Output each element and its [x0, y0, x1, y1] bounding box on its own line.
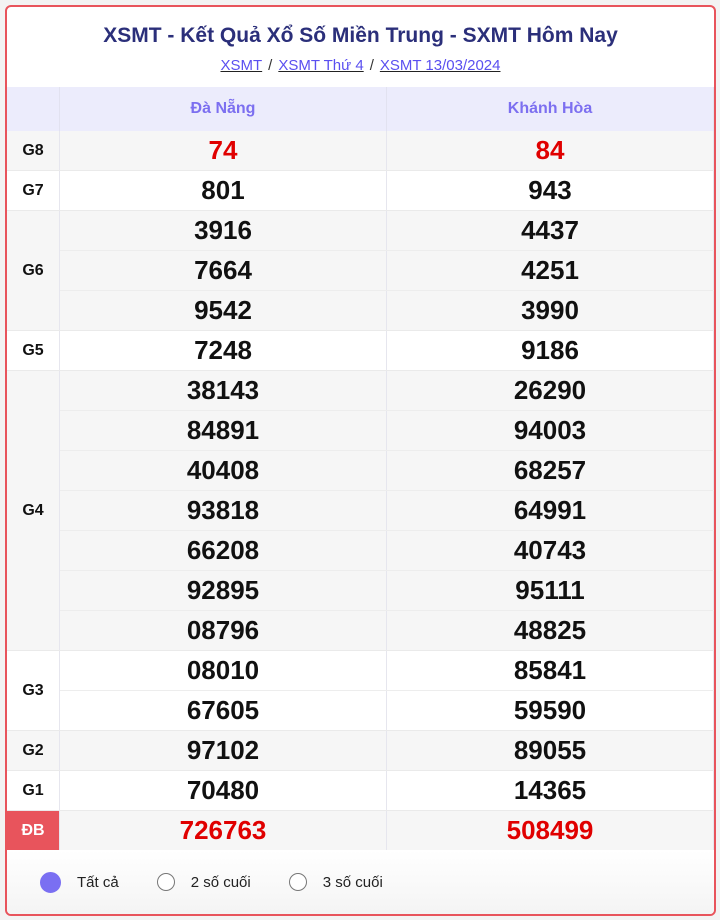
prize-number: 7664: [59, 250, 387, 291]
prize-number: 95111: [386, 570, 714, 611]
radio-icon[interactable]: [288, 873, 307, 891]
prize-row-g6: G6 3916 4437: [7, 210, 714, 331]
prize-number: 40408: [59, 450, 387, 491]
prize-row-g4: 40408 68257: [7, 450, 714, 491]
prize-label: G3: [7, 650, 60, 731]
filter-option-all[interactable]: Tất cả: [40, 871, 119, 893]
prize-label: G7: [7, 170, 60, 211]
prize-number: 08010: [59, 650, 387, 691]
prize-label: G2: [7, 730, 60, 771]
prize-row-g4: 84891 94003: [7, 410, 714, 451]
prize-number: 85841: [386, 650, 714, 691]
prize-number: 3916: [59, 210, 387, 251]
breadcrumb-weekday[interactable]: XSMT Thứ 4: [278, 57, 364, 74]
prize-number: 97102: [59, 730, 387, 771]
filter-option-last-3[interactable]: 3 số cuối: [288, 873, 383, 891]
filter-label: 2 số cuối: [190, 873, 251, 891]
prize-row-g3: 67605 59590: [7, 690, 714, 731]
page-title: XSMT - Kết Quả Xổ Số Miền Trung - SXMT H…: [103, 24, 618, 47]
prize-number: 14365: [386, 770, 714, 811]
prize-number: 68257: [386, 450, 714, 491]
filter-label: 3 số cuối: [322, 873, 383, 891]
prize-number: 7248: [59, 330, 387, 371]
breadcrumb-xsmt[interactable]: XSMT: [220, 57, 263, 74]
prize-number: 801: [59, 170, 387, 211]
filter-option-last-2[interactable]: 2 số cuối: [156, 873, 251, 891]
prize-row-g4: G4 38143 26290: [7, 370, 714, 651]
prize-row-g8: G8 74 84: [7, 131, 714, 171]
prize-row-g7: G7 801 943: [7, 170, 714, 211]
breadcrumb-separator: /: [369, 57, 374, 74]
prize-number: 38143: [59, 370, 387, 411]
prize-number: 84891: [59, 410, 387, 451]
digit-filter: Tất cả 2 số cuối 3 số cuối: [7, 850, 714, 914]
prize-number: 26290: [386, 370, 714, 411]
breadcrumb: XSMT / XSMT Thứ 4 / XSMT 13/03/2024: [7, 54, 714, 87]
prize-number: 93818: [59, 490, 387, 531]
prize-number: 94003: [386, 410, 714, 451]
filter-label: Tất cả: [77, 873, 119, 891]
prize-number: 67605: [59, 690, 387, 731]
prize-number: 4251: [386, 250, 714, 291]
prize-label: G4: [7, 370, 60, 651]
prize-number: 48825: [386, 610, 714, 651]
prize-number: 726763: [59, 810, 387, 851]
prize-number: 40743: [386, 530, 714, 571]
prize-number: 943: [386, 170, 714, 211]
prize-number: 92895: [59, 570, 387, 611]
radio-selected-icon[interactable]: [40, 871, 61, 893]
prize-row-g5: G5 7248 9186: [7, 330, 714, 371]
prize-row-g4: 93818 64991: [7, 490, 714, 531]
prize-number: 70480: [59, 770, 387, 811]
prize-number: 4437: [386, 210, 714, 251]
prize-label: G6: [7, 210, 60, 331]
table-header-row: Đà Nẵng Khánh Hòa: [7, 87, 714, 131]
prize-row-g3: G3 08010 85841: [7, 650, 714, 731]
results-table: Đà Nẵng Khánh Hòa G8 74 84 G7 801 943 G6 3916 44…: [7, 87, 714, 851]
prize-row-g4: 92895 95111: [7, 570, 714, 611]
prize-row-g6: 9542 3990: [7, 290, 714, 331]
prize-label: G8: [7, 131, 60, 171]
prize-row-g1: G1 70480 14365: [7, 770, 714, 811]
results-card: XSMT - Kết Quả Xổ Số Miền Trung - SXMT H…: [5, 5, 716, 916]
results-body: G8 74 84 G7 801 943 G6 3916 4437 7664 4251 9542 3990…: [7, 131, 714, 851]
prize-number: 66208: [59, 530, 387, 571]
prize-row-g6: 7664 4251: [7, 250, 714, 291]
prize-label: ĐB: [7, 810, 60, 851]
prize-column-header: [7, 87, 60, 131]
prize-number: 3990: [386, 290, 714, 331]
prize-row-g2: G2 97102 89055: [7, 730, 714, 771]
breadcrumb-separator: /: [268, 57, 273, 74]
prize-number: 59590: [386, 690, 714, 731]
prize-label: G5: [7, 330, 60, 371]
prize-number: 74: [59, 131, 387, 171]
prize-number: 9542: [59, 290, 387, 331]
prize-row-đb: ĐB 726763 508499: [7, 810, 714, 851]
prize-number: 08796: [59, 610, 387, 651]
prize-number: 64991: [386, 490, 714, 531]
breadcrumb-date[interactable]: XSMT 13/03/2024: [379, 57, 501, 74]
prize-row-g4: 66208 40743: [7, 530, 714, 571]
province-header: Khánh Hòa: [386, 87, 714, 131]
prize-label: G1: [7, 770, 60, 811]
radio-icon[interactable]: [156, 873, 175, 891]
prize-number: 89055: [386, 730, 714, 771]
prize-number: 84: [386, 131, 714, 171]
prize-number: 9186: [386, 330, 714, 371]
prize-row-g4: 08796 48825: [7, 610, 714, 651]
prize-number: 508499: [386, 810, 714, 851]
province-header: Đà Nẵng: [59, 87, 387, 131]
